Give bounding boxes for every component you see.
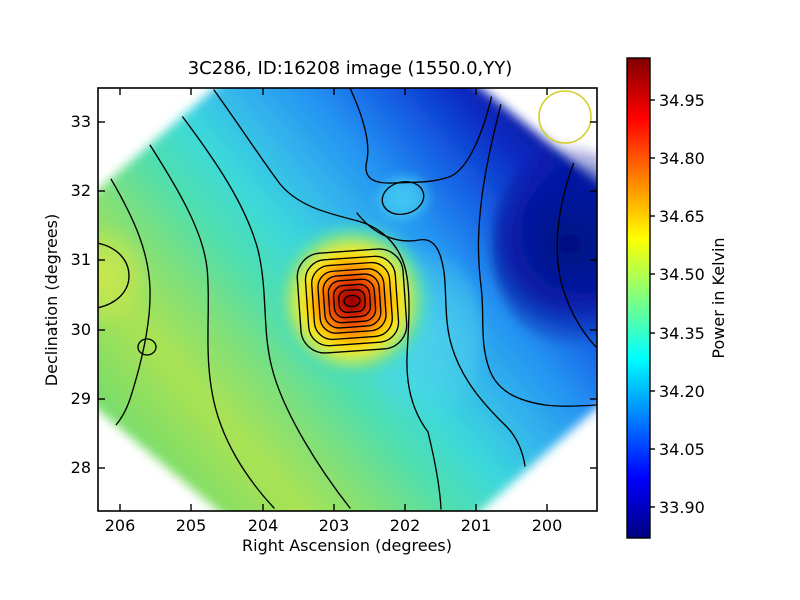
x-tick-label: 205 xyxy=(176,516,207,535)
peak-contour-rings xyxy=(296,248,408,354)
y-ticks-left xyxy=(98,121,105,469)
colorbar-tick-label: 34.80 xyxy=(659,149,705,168)
contour-line xyxy=(213,89,442,510)
colorbar-tick-label: 33.90 xyxy=(659,498,705,517)
y-tick-label: 31 xyxy=(71,250,91,269)
field-image xyxy=(98,88,597,511)
axes-frame xyxy=(97,87,598,512)
x-tick-label: 202 xyxy=(390,516,421,535)
colorbar-ticks xyxy=(650,99,655,508)
contour-line xyxy=(356,212,526,467)
y-tick-labels: 33 32 31 30 29 28 xyxy=(71,112,91,477)
y-ticks-right xyxy=(590,121,597,469)
source-peak-glow xyxy=(270,219,434,383)
x-tick-label: 206 xyxy=(105,516,136,535)
peak-ring xyxy=(332,283,372,319)
contour-line-tiny-loop xyxy=(137,338,157,356)
peak-ring xyxy=(304,255,400,347)
peak-ring xyxy=(317,268,387,334)
x-tick-labels: 206 205 204 203 202 201 200 xyxy=(105,516,563,535)
colorbar-tick-label: 34.05 xyxy=(659,440,705,459)
contour-line-u-over-blob xyxy=(349,88,494,184)
x-tick-label: 203 xyxy=(319,516,350,535)
peak-ring xyxy=(338,288,366,314)
colorbar-tick-label: 34.20 xyxy=(659,382,705,401)
y-tick-label: 29 xyxy=(71,389,91,408)
peak-ring xyxy=(296,248,408,354)
y-tick-label: 32 xyxy=(71,181,91,200)
colorbar-label: Power in Kelvin xyxy=(709,237,728,358)
colorbar-tick-label: 34.65 xyxy=(659,207,705,226)
y-tick-label: 30 xyxy=(71,320,91,339)
contour-line xyxy=(110,178,151,426)
x-tick-label: 201 xyxy=(461,516,492,535)
x-ticks-top xyxy=(119,88,548,95)
colorbar-tick-label: 34.95 xyxy=(659,91,705,110)
plot-title: 3C286, ID:16208 image (1550.0,YY) xyxy=(188,58,513,79)
colorbar-tick-label: 34.50 xyxy=(659,265,705,284)
colorbar-tick-label: 34.35 xyxy=(659,324,705,343)
contour-lines xyxy=(98,88,597,510)
y-tick-label: 28 xyxy=(71,458,91,477)
dark-minimum-pocket xyxy=(490,145,597,345)
x-axis-label: Right Ascension (degrees) xyxy=(242,536,452,555)
peak-ring-core xyxy=(343,294,361,308)
peak-ring xyxy=(327,278,377,324)
x-tick-label: 204 xyxy=(248,516,279,535)
contour-line xyxy=(477,103,597,407)
contour-line-blob-loop xyxy=(381,180,425,216)
colorbar-tick-labels: 34.95 34.80 34.65 34.50 34.35 34.20 34.0… xyxy=(659,91,705,517)
contour-line xyxy=(149,144,275,509)
y-tick-label: 33 xyxy=(71,112,91,131)
peak-ring xyxy=(311,261,393,341)
beam-circle xyxy=(538,90,592,144)
x-ticks-bottom xyxy=(119,504,548,511)
colorbar-gradient xyxy=(626,57,651,539)
contour-line-dark-pocket xyxy=(556,161,597,348)
x-tick-label: 200 xyxy=(532,516,563,535)
y-axis-label: Declination (degrees) xyxy=(42,214,61,386)
colorbar: 34.95 34.80 34.65 34.50 34.35 34.20 34.0… xyxy=(626,57,728,539)
contour-line-west-bump xyxy=(98,242,130,309)
west-edge-high-patch xyxy=(98,224,146,328)
peak-ring xyxy=(322,273,382,329)
contour-line xyxy=(181,115,351,509)
